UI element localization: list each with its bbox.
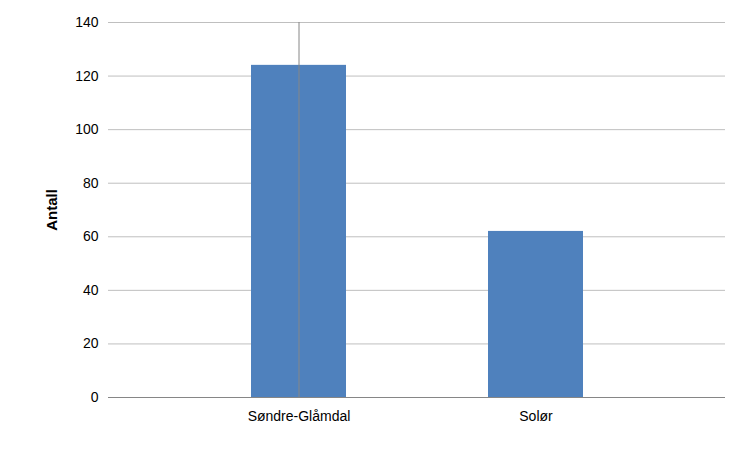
svg-text:Søndre-Glåmdal: Søndre-Glåmdal xyxy=(248,408,351,424)
svg-text:40: 40 xyxy=(83,282,99,298)
svg-text:60: 60 xyxy=(83,228,99,244)
svg-text:100: 100 xyxy=(75,121,99,137)
svg-text:Antall: Antall xyxy=(43,189,60,231)
svg-text:140: 140 xyxy=(75,14,99,30)
svg-text:120: 120 xyxy=(75,68,99,84)
svg-text:Solør: Solør xyxy=(519,408,553,424)
svg-text:80: 80 xyxy=(83,175,99,191)
svg-text:0: 0 xyxy=(91,389,99,405)
svg-text:20: 20 xyxy=(83,335,99,351)
